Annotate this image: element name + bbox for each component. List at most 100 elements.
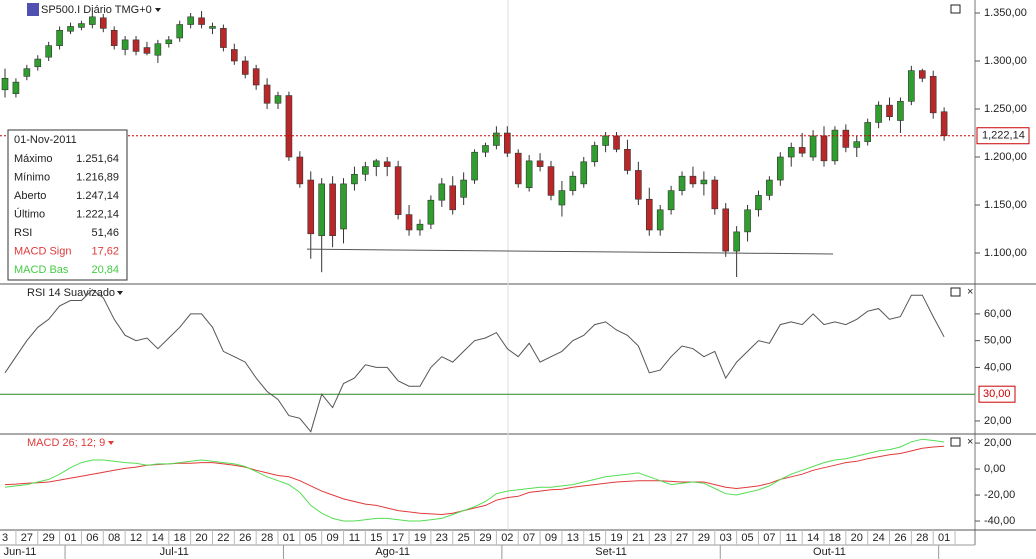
x-tick-label: 29 bbox=[698, 532, 710, 544]
candle-body bbox=[263, 84, 271, 104]
candle-body bbox=[449, 185, 457, 211]
y-tick-label: 1.300,00 bbox=[984, 55, 1027, 67]
info-value: 51,46 bbox=[91, 227, 119, 239]
x-tick-label: 17 bbox=[392, 532, 404, 544]
info-label: Máximo bbox=[14, 153, 53, 165]
y-tick-label: 50,00 bbox=[984, 335, 1012, 347]
x-tick-label: 08 bbox=[108, 532, 120, 544]
x-tick-label: 23 bbox=[436, 532, 448, 544]
maximize-button[interactable] bbox=[950, 4, 961, 14]
candle-body bbox=[656, 209, 664, 231]
candle-body bbox=[929, 76, 937, 114]
x-tick-label: 26 bbox=[894, 532, 906, 544]
candle-body bbox=[394, 166, 402, 215]
candle-body bbox=[460, 179, 467, 198]
candle-body bbox=[493, 132, 500, 146]
candle-body bbox=[886, 104, 893, 117]
candle-body bbox=[231, 49, 238, 62]
y-tick-label: 40,00 bbox=[984, 361, 1012, 373]
y-tick-label: 1.250,00 bbox=[984, 103, 1027, 115]
candle-body bbox=[766, 179, 773, 196]
candle-body bbox=[296, 156, 304, 185]
candle-body bbox=[198, 17, 205, 25]
x-tick-label: 28 bbox=[261, 532, 273, 544]
candle-body bbox=[602, 135, 609, 146]
candle-body bbox=[875, 104, 882, 123]
candle-body bbox=[667, 190, 675, 211]
x-tick-label: 3 bbox=[2, 532, 8, 544]
maximize-button[interactable] bbox=[950, 287, 961, 297]
info-label: RSI bbox=[14, 227, 32, 239]
y-tick-label: 60,00 bbox=[984, 308, 1012, 320]
x-tick-label: 09 bbox=[326, 532, 338, 544]
dropdown-arrow[interactable] bbox=[117, 291, 123, 295]
candle-body bbox=[318, 183, 325, 237]
info-value: 1.247,14 bbox=[76, 190, 119, 202]
candle-body bbox=[176, 24, 184, 39]
x-tick-label: 14 bbox=[807, 532, 819, 544]
candle-body bbox=[820, 135, 828, 162]
pane-title: MACD 26; 12; 9 bbox=[27, 437, 105, 449]
candle-body bbox=[864, 122, 871, 142]
candle-body bbox=[787, 147, 795, 158]
candle-body bbox=[34, 58, 42, 68]
candle-body bbox=[56, 29, 63, 46]
trendline bbox=[306, 248, 834, 255]
candle-body bbox=[89, 16, 96, 25]
candle-body bbox=[482, 145, 489, 153]
candle-body bbox=[372, 160, 380, 167]
x-tick-label: 20 bbox=[851, 532, 863, 544]
x-tick-label: 27 bbox=[21, 532, 33, 544]
candle-body bbox=[154, 43, 162, 56]
candle-body bbox=[809, 135, 817, 158]
candle-body bbox=[733, 231, 740, 252]
candle-body bbox=[831, 129, 839, 162]
x-tick-label: 15 bbox=[589, 532, 601, 544]
x-tick-label: 19 bbox=[610, 532, 622, 544]
candle-body bbox=[897, 101, 904, 121]
dropdown-arrow[interactable] bbox=[155, 8, 161, 12]
x-tick-label: 25 bbox=[458, 532, 470, 544]
dropdown-arrow[interactable] bbox=[108, 441, 114, 445]
close-button[interactable]: × bbox=[967, 286, 973, 298]
info-value: 17,62 bbox=[91, 245, 119, 257]
x-tick-label: 13 bbox=[567, 532, 579, 544]
candle-body bbox=[635, 170, 642, 200]
info-value: 1.216,89 bbox=[76, 171, 119, 183]
candle-body bbox=[78, 23, 85, 28]
candle-body bbox=[842, 129, 850, 148]
candle-body bbox=[525, 160, 533, 189]
candle-body bbox=[209, 26, 216, 29]
x-tick-label: 24 bbox=[872, 532, 884, 544]
candle-body bbox=[755, 195, 762, 211]
info-value: 1.222,14 bbox=[76, 208, 119, 220]
x-tick-label: 01 bbox=[938, 532, 950, 544]
x-tick-label: 23 bbox=[654, 532, 666, 544]
instrument-icon bbox=[27, 3, 39, 16]
x-tick-label: 26 bbox=[239, 532, 251, 544]
candle-body bbox=[165, 39, 173, 45]
level-label: 30,00 bbox=[983, 388, 1011, 400]
info-value: 20,84 bbox=[91, 264, 119, 276]
maximize-button[interactable] bbox=[950, 437, 961, 447]
x-tick-label: 12 bbox=[130, 532, 142, 544]
level-box bbox=[978, 385, 1016, 403]
info-label: Último bbox=[14, 207, 45, 220]
candle-body bbox=[558, 190, 566, 206]
candle-body bbox=[744, 209, 751, 233]
last-price-label: 1,222,14 bbox=[982, 130, 1025, 142]
x-tick-label: 15 bbox=[370, 532, 382, 544]
candle-body bbox=[471, 151, 478, 181]
info-value: 1.251,64 bbox=[76, 153, 119, 165]
candle-body bbox=[504, 132, 511, 154]
candle-body bbox=[536, 160, 544, 167]
month-label: Set-11 bbox=[595, 546, 627, 558]
candle-body bbox=[143, 47, 151, 54]
candle-body bbox=[853, 141, 861, 148]
x-tick-label: 18 bbox=[174, 532, 186, 544]
close-button[interactable]: × bbox=[967, 436, 973, 448]
info-box-frame bbox=[7, 129, 128, 281]
x-tick-label: 03 bbox=[720, 532, 732, 544]
